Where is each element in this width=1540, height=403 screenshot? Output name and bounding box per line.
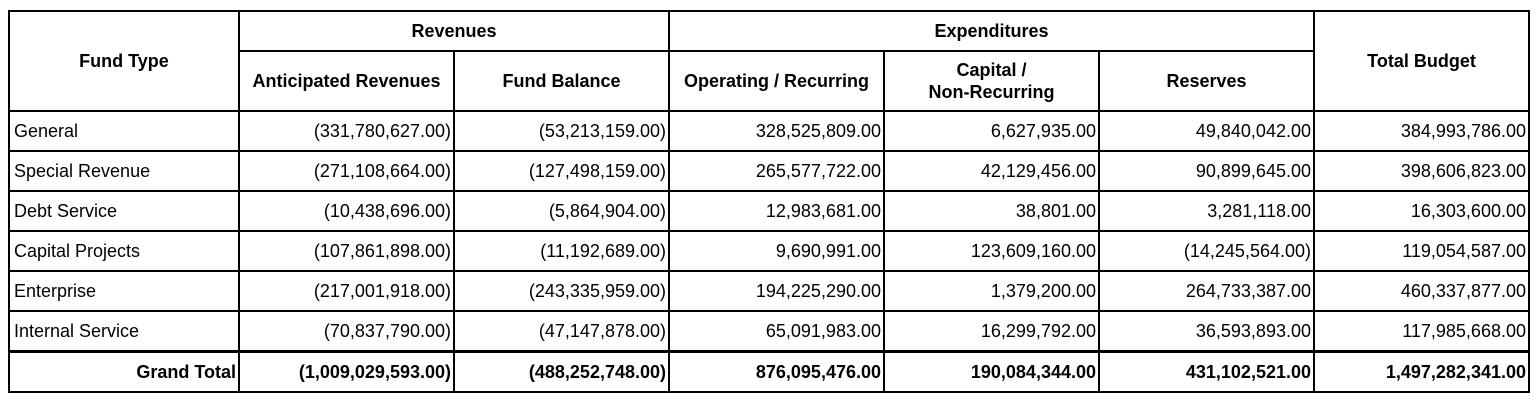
operating-cell: 194,225,290.00 [668, 270, 885, 312]
header-expenditures: Expenditures [668, 10, 1315, 52]
anticipated-revenues-cell: (107,861,898.00) [238, 230, 455, 272]
table-row: Special Revenue (271,108,664.00) (127,49… [8, 150, 1530, 192]
grand-total-operating: 876,095,476.00 [668, 350, 885, 393]
reserves-cell: 264,733,387.00 [1098, 270, 1315, 312]
table-row: General (331,780,627.00) (53,213,159.00)… [8, 110, 1530, 152]
operating-cell: 9,690,991.00 [668, 230, 885, 272]
header-fund-balance: Fund Balance [453, 50, 670, 112]
grand-total-row: Grand Total (1,009,029,593.00) (488,252,… [8, 350, 1530, 393]
operating-cell: 328,525,809.00 [668, 110, 885, 152]
fund-balance-cell: (11,192,689.00) [453, 230, 670, 272]
capital-cell: 123,609,160.00 [883, 230, 1100, 272]
table-row: Capital Projects (107,861,898.00) (11,19… [8, 230, 1530, 272]
capital-cell: 6,627,935.00 [883, 110, 1100, 152]
header-capital-non-recurring: Capital / Non-Recurring [883, 50, 1100, 112]
anticipated-revenues-cell: (271,108,664.00) [238, 150, 455, 192]
total-budget-cell: 398,606,823.00 [1313, 150, 1530, 192]
capital-cell: 1,379,200.00 [883, 270, 1100, 312]
header-anticipated-revenues: Anticipated Revenues [238, 50, 455, 112]
header-revenues: Revenues [238, 10, 670, 52]
fund-name-cell: Internal Service [8, 310, 240, 353]
reserves-cell: 90,899,645.00 [1098, 150, 1315, 192]
table-row: Debt Service (10,438,696.00) (5,864,904.… [8, 190, 1530, 232]
header-row-columns: Anticipated Revenues Fund Balance Operat… [9, 50, 1529, 112]
grand-total-anticipated-revenues: (1,009,029,593.00) [238, 350, 455, 393]
fund-name-cell: General [8, 110, 240, 152]
reserves-cell: (14,245,564.00) [1098, 230, 1315, 272]
reserves-cell: 3,281,118.00 [1098, 190, 1315, 232]
fund-balance-cell: (243,335,959.00) [453, 270, 670, 312]
budget-summary-table: Fund Type Revenues Expenditures Total Bu… [8, 10, 1530, 393]
header-operating-recurring: Operating / Recurring [668, 50, 885, 112]
total-budget-cell: 16,303,600.00 [1313, 190, 1530, 232]
grand-total-label: Grand Total [8, 350, 240, 393]
operating-cell: 12,983,681.00 [668, 190, 885, 232]
fund-name-cell: Enterprise [8, 270, 240, 312]
header-capital-line2: Non-Recurring [928, 82, 1055, 102]
anticipated-revenues-cell: (70,837,790.00) [238, 310, 455, 353]
reserves-cell: 49,840,042.00 [1098, 110, 1315, 152]
grand-total-fund-balance: (488,252,748.00) [453, 350, 670, 393]
header-fund-type: Fund Type [8, 10, 240, 112]
capital-cell: 42,129,456.00 [883, 150, 1100, 192]
fund-balance-cell: (53,213,159.00) [453, 110, 670, 152]
anticipated-revenues-cell: (331,780,627.00) [238, 110, 455, 152]
anticipated-revenues-cell: (217,001,918.00) [238, 270, 455, 312]
anticipated-revenues-cell: (10,438,696.00) [238, 190, 455, 232]
total-budget-cell: 460,337,877.00 [1313, 270, 1530, 312]
reserves-cell: 36,593,893.00 [1098, 310, 1315, 353]
fund-name-cell: Debt Service [8, 190, 240, 232]
total-budget-cell: 119,054,587.00 [1313, 230, 1530, 272]
total-budget-cell: 384,993,786.00 [1313, 110, 1530, 152]
grand-total-reserves: 431,102,521.00 [1098, 350, 1315, 393]
header-total-budget: Total Budget [1313, 10, 1530, 112]
capital-cell: 38,801.00 [883, 190, 1100, 232]
total-budget-cell: 117,985,668.00 [1313, 310, 1530, 353]
fund-name-cell: Special Revenue [8, 150, 240, 192]
fund-balance-cell: (5,864,904.00) [453, 190, 670, 232]
table-row: Enterprise (217,001,918.00) (243,335,959… [8, 270, 1530, 312]
header-capital-line1: Capital / [956, 60, 1027, 80]
header-row-groups: Fund Type Revenues Expenditures Total Bu… [8, 10, 1530, 112]
fund-name-cell: Capital Projects [8, 230, 240, 272]
operating-cell: 265,577,722.00 [668, 150, 885, 192]
operating-cell: 65,091,983.00 [668, 310, 885, 353]
fund-balance-cell: (127,498,159.00) [453, 150, 670, 192]
fund-balance-cell: (47,147,878.00) [453, 310, 670, 353]
header-reserves: Reserves [1098, 50, 1315, 112]
table-row: Internal Service (70,837,790.00) (47,147… [8, 310, 1530, 353]
capital-cell: 16,299,792.00 [883, 310, 1100, 353]
grand-total-capital: 190,084,344.00 [883, 350, 1100, 393]
grand-total-budget: 1,497,282,341.00 [1313, 350, 1530, 393]
